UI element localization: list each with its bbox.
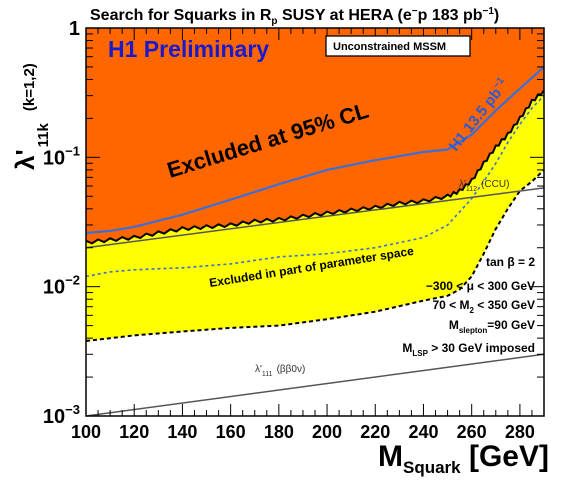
- svg-text:λ'11k(k=1,2): λ'11k(k=1,2): [10, 63, 52, 170]
- x-tick-label: 280: [505, 422, 535, 442]
- dotted-blue-line: [85, 95, 545, 278]
- ccu-label: λ'112 (CCU): [459, 179, 509, 193]
- ccu-constraint-line: [85, 187, 545, 249]
- y-tick-label: 10−2: [43, 273, 80, 299]
- model-box: [325, 35, 471, 57]
- limit-solid-line: [85, 89, 545, 245]
- partial-region: [86, 90, 544, 341]
- param-1: tan β = 2: [486, 255, 535, 269]
- x-tick-label: 220: [360, 422, 390, 442]
- x-tick-label: 160: [216, 422, 246, 442]
- h1-13-5-line: [85, 66, 545, 235]
- param-4: Mslepton=90 GeV: [449, 318, 535, 335]
- model-box-label: Unconstrained MSSM: [333, 41, 446, 53]
- bb-label: λ'111 (ββ0ν): [255, 364, 305, 378]
- x-tick-label: 100: [71, 422, 101, 442]
- y-axis-label: λ'11k(k=1,2): [10, 63, 52, 170]
- y-tick-label: 1: [69, 18, 80, 40]
- excluded-region: [86, 28, 544, 244]
- experiment-label: H1 Preliminary: [108, 36, 269, 62]
- plot-area: 100 120 140 160 180 200 220 240 260 280 10−3 10−2 10…: [43, 18, 545, 442]
- x-tick-label: 200: [312, 422, 342, 442]
- param-2: −300 < μ < 300 GeV: [426, 279, 535, 293]
- x-tick-label: 140: [167, 422, 197, 442]
- y-tick-label: 10−1: [43, 143, 80, 169]
- param-3: 70 < M2 < 350 GeV: [432, 298, 535, 315]
- x-axis-label: MSquark [GeV]: [378, 440, 549, 477]
- y-tick-label: 10−3: [43, 402, 80, 428]
- x-tick-label: 120: [119, 422, 149, 442]
- x-tick-label: 240: [408, 422, 438, 442]
- x-tick-label: 180: [264, 422, 294, 442]
- x-tick-label: 260: [457, 422, 487, 442]
- param-5: MLSP > 30 GeV imposed: [402, 341, 535, 358]
- limit-dashed-line: [85, 169, 545, 342]
- bb-constraint-line: [85, 353, 545, 417]
- chart-title: Search for Squarks in Rp SUSY at HERA (e…: [90, 6, 499, 27]
